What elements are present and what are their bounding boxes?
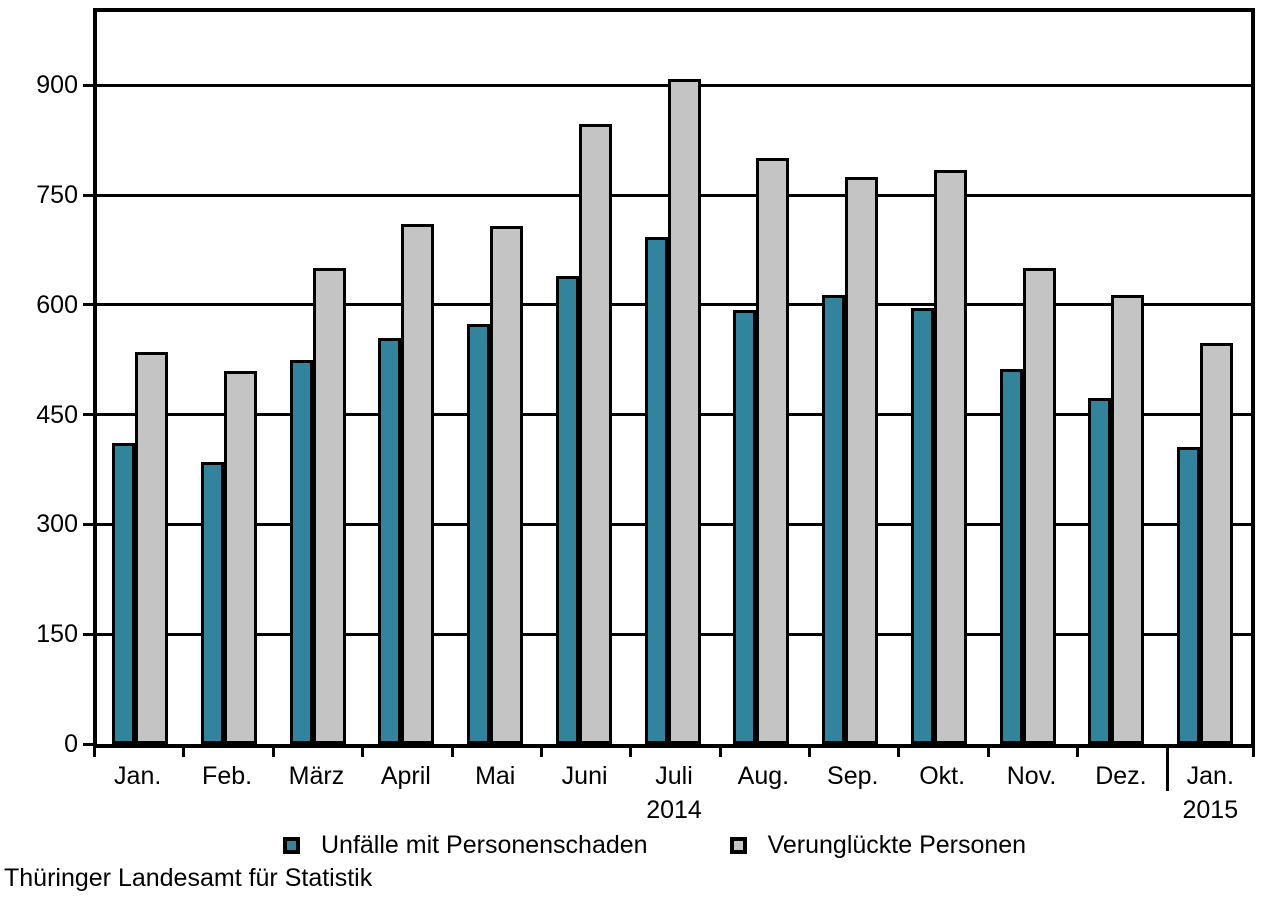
bar-unfaelle-10 (910, 307, 934, 744)
bar-unfaelle-7 (644, 237, 668, 744)
x-axis-tick (450, 746, 454, 757)
source-text: Thüringer Landesamt für Statistik (4, 864, 373, 892)
bar-unfaelle-8 (733, 309, 757, 744)
x-axis-tick (271, 746, 275, 757)
category-label: Feb. (202, 762, 253, 790)
category-label: Okt. (919, 762, 966, 790)
plot-area (93, 8, 1255, 748)
bar-verunglueckte-4 (401, 224, 435, 744)
y-tick-label: 450 (36, 400, 78, 429)
x-axis-tick (718, 746, 722, 757)
bar-verunglueckte-13 (1200, 342, 1234, 744)
year-label: 2014 (646, 796, 702, 824)
y-tick-label: 300 (36, 510, 78, 539)
x-axis-tick (361, 746, 365, 757)
bar-unfaelle-5 (467, 323, 491, 744)
category-label: Mai (475, 762, 516, 790)
category-label: Jan. (114, 762, 162, 790)
x-axis-tick (182, 746, 186, 757)
x-axis-tick (93, 746, 96, 757)
year-separator-tick (1165, 746, 1169, 791)
unfaelle-legend-marker-icon (283, 837, 300, 854)
bar-verunglueckte-3 (312, 268, 346, 744)
y-axis-tick (83, 83, 93, 87)
bar-unfaelle-13 (1177, 446, 1201, 744)
bar-verunglueckte-8 (756, 158, 790, 744)
bar-unfaelle-6 (555, 276, 579, 744)
y-axis-tick (83, 522, 93, 526)
year-label: 2015 (1182, 796, 1239, 824)
bar-verunglueckte-1 (135, 351, 168, 744)
category-label: Sep. (827, 762, 879, 790)
legend-label-verunglueckte: Verunglückte Personen (767, 831, 1027, 859)
category-label: April (380, 762, 431, 790)
category-label: Dez. (1095, 762, 1147, 790)
verunglueckte-legend-marker-icon (729, 837, 747, 854)
x-axis-tick (986, 746, 990, 757)
y-tick-label: 0 (64, 730, 78, 758)
bar-unfaelle-9 (822, 294, 846, 744)
bar-unfaelle-12 (1088, 397, 1112, 744)
bar-unfaelle-3 (289, 360, 313, 744)
category-label: Aug. (737, 762, 790, 790)
y-tick-label: 900 (36, 71, 78, 100)
y-axis-tick (83, 742, 93, 746)
bar-unfaelle-2 (200, 462, 224, 744)
bar-unfaelle-11 (999, 369, 1023, 744)
x-axis-tick (808, 746, 812, 757)
bar-verunglueckte-7 (667, 79, 701, 744)
category-label: Nov. (1006, 762, 1057, 790)
bar-verunglueckte-12 (1111, 295, 1145, 744)
bar-verunglueckte-6 (578, 124, 612, 744)
x-axis-tick (629, 746, 633, 757)
bar-verunglueckte-9 (845, 177, 879, 744)
legend: Unfälle mit Personenschaden Verunglückte… (283, 831, 1026, 860)
category-label: Jan. (1186, 762, 1234, 790)
y-axis-tick (83, 413, 93, 417)
x-axis-tick (897, 746, 901, 757)
category-label: Juli (655, 762, 693, 790)
legend-item-unfaelle: Unfälle mit Personenschaden (283, 831, 648, 860)
y-tick-label: 750 (36, 181, 78, 209)
bar-unfaelle-1 (112, 443, 135, 744)
category-label: Juni (561, 762, 608, 790)
bar-verunglueckte-2 (223, 371, 257, 744)
x-axis-tick (1076, 746, 1080, 757)
category-label: März (288, 762, 345, 790)
y-axis-tick (83, 632, 93, 636)
bar-verunglueckte-11 (1022, 268, 1056, 744)
y-axis-tick (83, 193, 93, 197)
bar-verunglueckte-5 (490, 226, 524, 744)
y-axis-tick (83, 303, 93, 307)
x-axis-tick (1252, 746, 1255, 757)
bar-verunglueckte-10 (933, 170, 967, 744)
legend-label-unfaelle: Unfälle mit Personenschaden (321, 831, 648, 859)
legend-item-verunglueckte: Verunglückte Personen (729, 831, 1027, 860)
bar-unfaelle-4 (378, 338, 402, 744)
x-axis-tick (539, 746, 543, 757)
y-tick-label: 600 (36, 290, 78, 319)
y-tick-label: 150 (36, 620, 78, 649)
